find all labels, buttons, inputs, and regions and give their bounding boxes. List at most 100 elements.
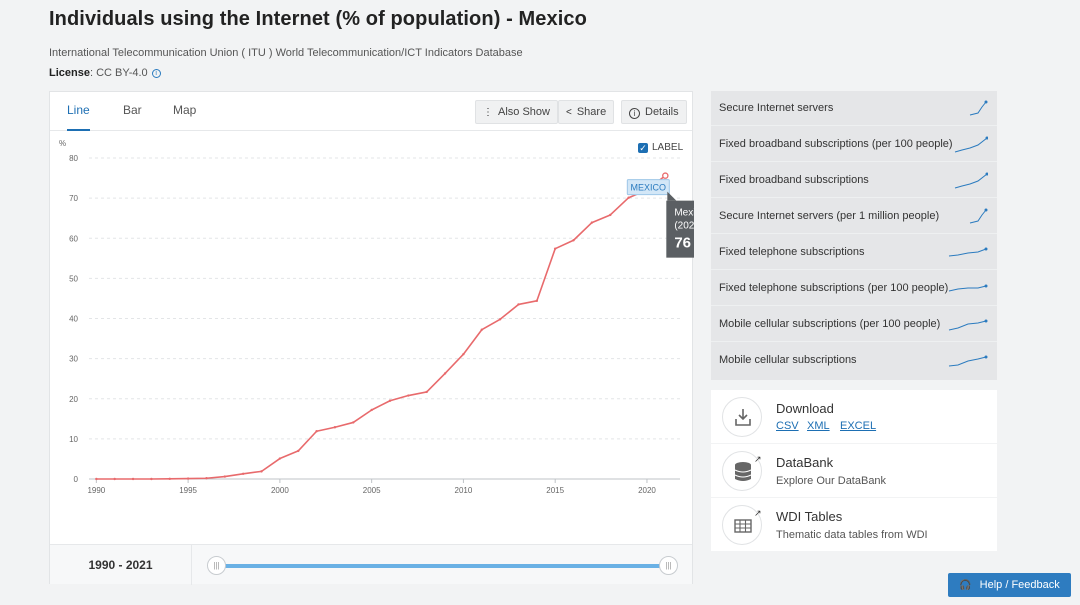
download-icon: [722, 397, 762, 437]
series-label: MEXICO: [631, 183, 667, 193]
data-point: [572, 239, 575, 242]
sparkline-icon: [954, 172, 988, 189]
highlighted-data-point: [662, 172, 669, 179]
download-title: Download: [776, 401, 834, 416]
label-toggle-text: LABEL: [652, 142, 684, 153]
download-card: Download CSV XML EXCEL: [711, 390, 997, 443]
page-title: Individuals using the Internet (% of pop…: [49, 8, 587, 30]
tab-map[interactable]: Map: [173, 103, 197, 117]
data-point: [315, 430, 318, 433]
data-point: [480, 328, 483, 331]
checkbox-icon[interactable]: ✓: [638, 143, 648, 153]
data-point: [205, 477, 208, 480]
databank-title: DataBank: [776, 455, 834, 470]
indicator-item[interactable]: Mobile cellular subscriptions: [711, 343, 997, 378]
indicator-label: Fixed telephone subscriptions (per 100 p…: [719, 281, 949, 294]
details-label: Details: [645, 106, 679, 118]
xml-link[interactable]: XML: [807, 420, 830, 432]
tooltip-year: (2021): [674, 221, 694, 232]
indicator-label: Secure Internet servers: [719, 101, 834, 114]
database-icon: ↗: [722, 451, 762, 491]
x-tick-label: 2000: [271, 486, 289, 495]
x-tick-label: 2020: [638, 486, 656, 495]
sparkline-icon: [969, 100, 988, 116]
sparkline-icon: [948, 247, 988, 257]
y-tick-label: 80: [69, 154, 78, 163]
indicator-label: Mobile cellular subscriptions: [719, 354, 857, 366]
y-tick-label: 60: [69, 234, 78, 243]
sparkline-icon: [948, 284, 988, 292]
range-label: 1990 - 2021: [50, 545, 192, 585]
databank-card[interactable]: ↗ DataBank Explore Our DataBank: [711, 444, 997, 497]
indicator-item[interactable]: Fixed broadband subscriptions (per 100 p…: [711, 127, 997, 162]
chart-card: Line Bar Map ⋮ Also Show < Share i Details …: [49, 91, 694, 585]
x-tick-label: 2005: [363, 486, 381, 495]
y-tick-label: 10: [69, 435, 78, 444]
y-tick-label: 70: [69, 194, 78, 203]
range-slider-end-handle[interactable]: |||: [659, 556, 678, 575]
indicator-item[interactable]: Secure Internet servers (per 1 million p…: [711, 199, 997, 234]
share-button[interactable]: < Share: [558, 100, 615, 124]
more-vertical-icon: ⋮: [483, 107, 493, 118]
data-point: [388, 399, 392, 402]
indicator-item[interactable]: Fixed telephone subscriptions: [711, 235, 997, 270]
data-point: [609, 213, 612, 217]
indicator-label: Secure Internet servers (per 1 million p…: [719, 209, 940, 222]
y-tick-label: 0: [74, 475, 79, 484]
indicator-label: Mobile cellular subscriptions (per 100 p…: [719, 317, 941, 330]
csv-link[interactable]: CSV: [776, 420, 799, 432]
data-point: [95, 477, 98, 481]
y-tick-label: 30: [69, 355, 78, 364]
label-toggle[interactable]: ✓ LABEL: [638, 142, 683, 153]
indicator-label: Fixed telephone subscriptions: [719, 245, 865, 258]
y-axis-unit-label: %: [59, 139, 66, 148]
help-feedback-label: Help / Feedback: [979, 579, 1060, 591]
data-point: [535, 299, 539, 303]
data-point: [131, 477, 135, 481]
x-tick-label: 2015: [546, 486, 564, 495]
data-point: [333, 426, 337, 429]
indicator-item[interactable]: Fixed telephone subscriptions (per 100 p…: [711, 271, 997, 306]
range-slider-start-handle[interactable]: |||: [207, 556, 226, 575]
sparkline-icon: [948, 355, 988, 367]
data-point: [407, 394, 410, 397]
also-show-button[interactable]: ⋮ Also Show: [475, 100, 558, 124]
series-label-box: [626, 179, 670, 196]
chart-tabs: Line Bar Map ⋮ Also Show < Share i Details: [50, 92, 692, 131]
x-tick-label: 1995: [179, 486, 197, 495]
tab-bar[interactable]: Bar: [123, 103, 142, 117]
indicator-item[interactable]: Fixed broadband subscriptions: [711, 163, 997, 198]
line-chart: % 0 10 20 30 40 50 60 70 80 1990 1995 2000 2005 2010 20…: [59, 139, 694, 495]
indicator-item[interactable]: Secure Internet servers: [711, 91, 997, 126]
data-point: [370, 408, 373, 412]
series-line-mexico: [96, 175, 666, 480]
table-icon: ↗: [722, 505, 762, 545]
wdi-title: WDI Tables: [776, 509, 843, 524]
help-feedback-button[interactable]: 🎧 Help / Feedback: [948, 573, 1071, 597]
headset-icon: 🎧: [959, 580, 972, 591]
sparkline-icon: [969, 208, 988, 224]
data-point: [186, 477, 190, 480]
indicator-item[interactable]: Mobile cellular subscriptions (per 100 p…: [711, 307, 997, 342]
data-point: [352, 421, 355, 424]
data-point: [260, 470, 263, 473]
source-text: International Telecommunication Union ( …: [49, 47, 523, 59]
range-slider-track[interactable]: [218, 564, 668, 568]
license-value: : CC BY-4.0: [89, 67, 148, 79]
external-link-icon: ↗: [754, 508, 762, 518]
indicator-label: Fixed broadband subscriptions (per 100 p…: [719, 137, 953, 150]
excel-link[interactable]: EXCEL: [840, 420, 877, 432]
info-icon[interactable]: i: [151, 69, 161, 78]
data-point: [462, 353, 465, 356]
details-button[interactable]: i Details: [621, 100, 687, 124]
tooltip-box: [666, 200, 694, 258]
license-label: License: [49, 67, 90, 79]
also-show-label: Also Show: [498, 106, 550, 118]
data-point: [425, 390, 428, 394]
data-point: [168, 477, 171, 481]
related-indicators-panel: Secure Internet servers Fixed broadband …: [711, 91, 997, 380]
y-tick-label: 20: [69, 395, 78, 404]
tab-line[interactable]: Line: [67, 92, 90, 131]
tooltip-country: Mexico: [674, 208, 694, 219]
wdi-tables-card[interactable]: ↗ WDI Tables Thematic data tables from W…: [711, 498, 997, 551]
